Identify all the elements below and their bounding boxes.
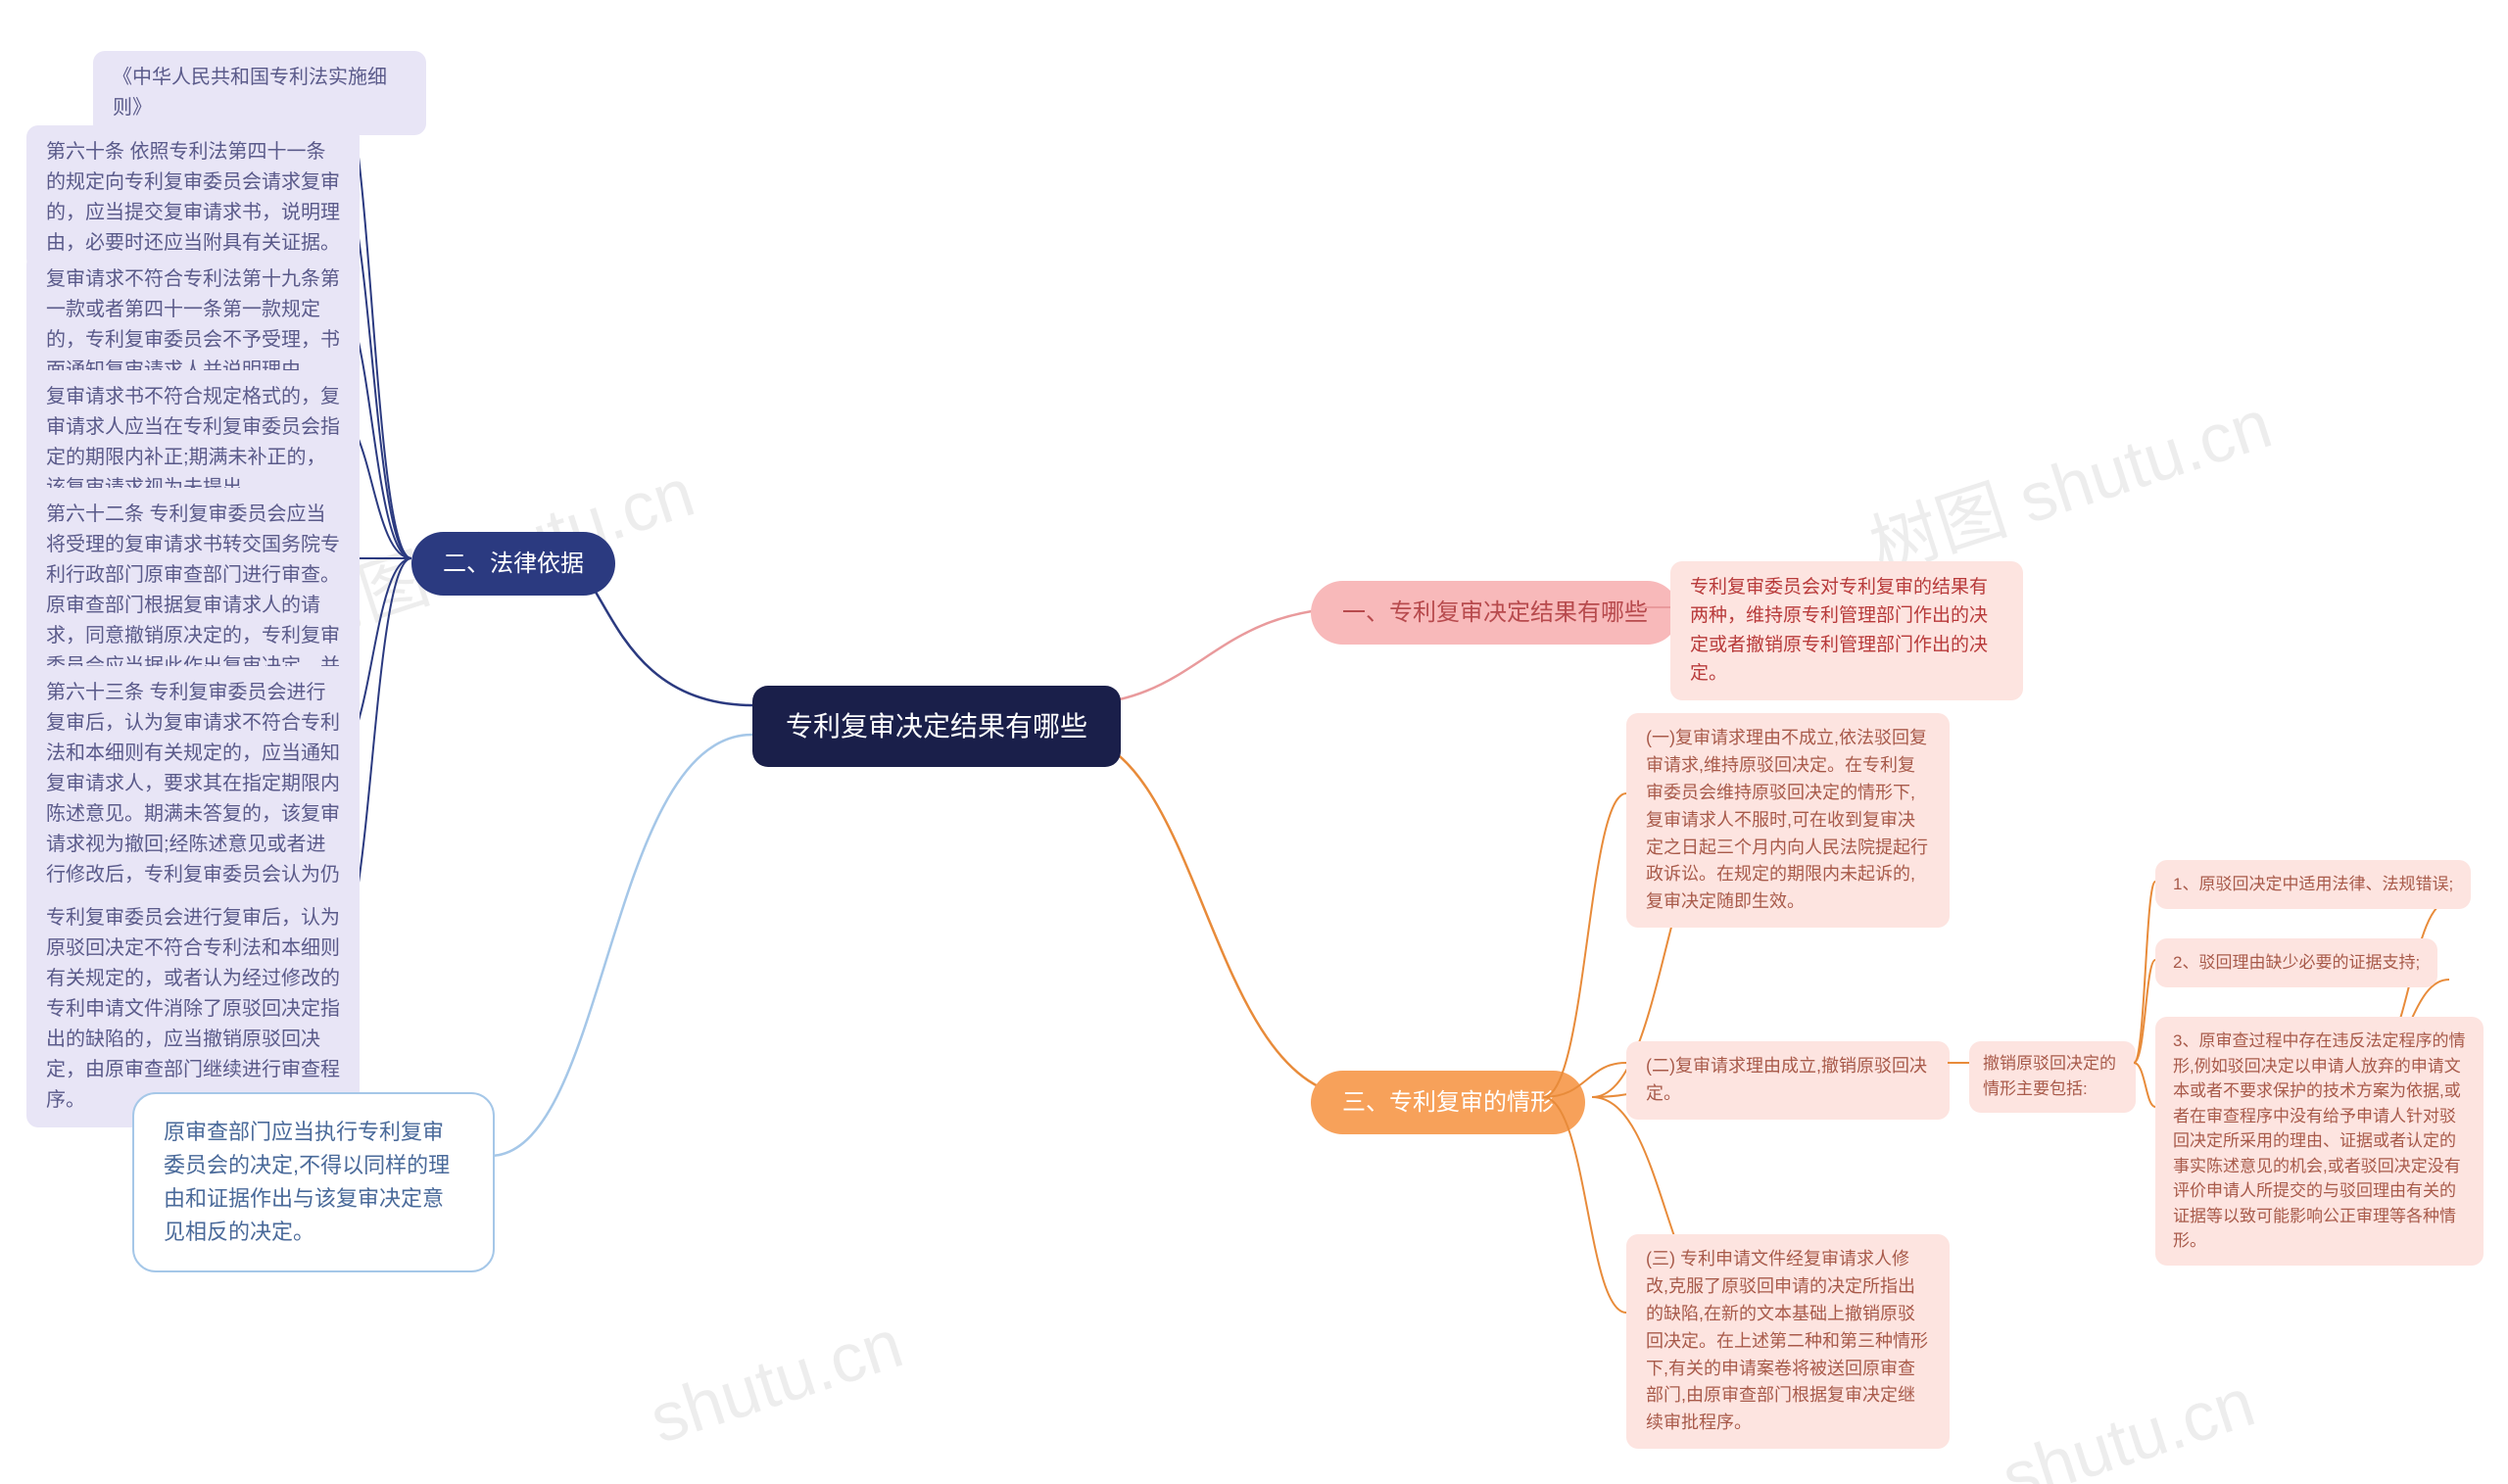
branch-section3: 三、专利复审的情形: [1311, 1071, 1585, 1134]
watermark: 树图 shutu.cn: [1857, 369, 2283, 592]
section1-detail: 专利复审委员会对专利复审的结果有两种，维持原专利管理部门作出的决定或者撤销原专利…: [1670, 561, 2023, 700]
watermark: shutu.cn: [641, 1304, 911, 1459]
center-node: 专利复审决定结果有哪些: [752, 686, 1121, 767]
section3-b-sub1: 1、原驳回决定中适用法律、法规错误;: [2155, 860, 2471, 909]
watermark: shutu.cn: [1993, 1363, 2263, 1484]
mindmap-canvas: 树图 shutu.cn 树图 shutu.cn shutu.cn shutu.c…: [0, 0, 2508, 1484]
section2-p1: 《中华人民共和国专利法实施细则》: [93, 51, 426, 135]
section3-b-sub3: 3、原审查过程中存在违反法定程序的情形,例如驳回决定以申请人放弃的申请文本或者不…: [2155, 1017, 2484, 1266]
section3-item-c: (三) 专利申请文件经复审请求人修改,克服了原驳回申请的决定所指出的缺陷,在新的…: [1626, 1234, 1950, 1449]
section2-p2: 第六十条 依照专利法第四十一条的规定向专利复审委员会请求复审的，应当提交复审请求…: [26, 125, 360, 270]
footer-note: 原审查部门应当执行专利复审委员会的决定,不得以同样的理由和证据作出与该复审决定意…: [132, 1092, 495, 1272]
branch-section1: 一、专利复审决定结果有哪些: [1311, 581, 1679, 645]
section3-item-a: (一)复审请求理由不成立,依法驳回复审请求,维持原驳回决定。在专利复审委员会维持…: [1626, 713, 1950, 928]
section3-item-b: (二)复审请求理由成立,撤销原驳回决定。: [1626, 1041, 1950, 1120]
branch-section2: 二、法律依据: [411, 532, 615, 596]
section3-b-sub2: 2、驳回理由缺少必要的证据支持;: [2155, 938, 2437, 987]
section3-b-sublabel: 撤销原驳回决定的情形主要包括:: [1969, 1041, 2136, 1113]
